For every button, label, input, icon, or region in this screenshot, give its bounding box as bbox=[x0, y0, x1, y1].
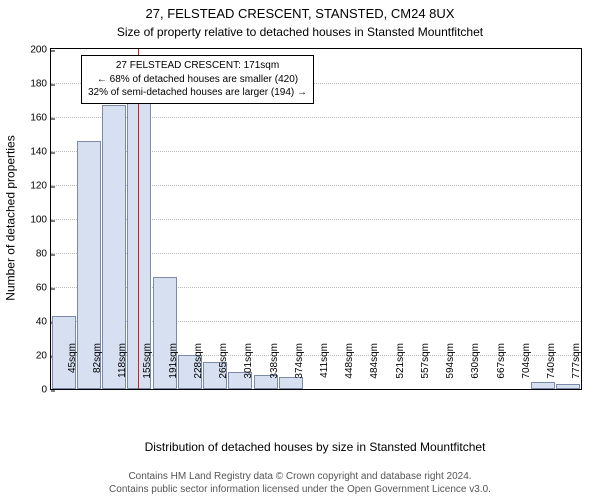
page-title: 27, FELSTEAD CRESCENT, STANSTED, CM24 8U… bbox=[0, 0, 600, 23]
x-tick-label: 594sqm bbox=[445, 343, 456, 393]
page-subtitle: Size of property relative to detached ho… bbox=[0, 23, 600, 39]
x-tick-label: 630sqm bbox=[470, 343, 481, 393]
footer-line-1: Contains HM Land Registry data © Crown c… bbox=[0, 471, 600, 484]
footer-line-2: Contains public sector information licen… bbox=[0, 484, 600, 497]
y-tick-label: 160 bbox=[30, 113, 51, 124]
y-tick-label: 120 bbox=[30, 181, 51, 192]
plot-area: 02040608010012014016018020045sqm82sqm118… bbox=[50, 48, 582, 390]
y-tick-label: 100 bbox=[30, 215, 51, 226]
x-tick-label: 667sqm bbox=[496, 343, 507, 393]
y-tick-label: 0 bbox=[41, 385, 51, 396]
y-tick-label: 200 bbox=[30, 45, 51, 56]
x-tick-label: 484sqm bbox=[369, 343, 380, 393]
figure: 27, FELSTEAD CRESCENT, STANSTED, CM24 8U… bbox=[0, 0, 600, 500]
annotation-line: 32% of semi-detached houses are larger (… bbox=[88, 86, 307, 100]
y-tick-label: 40 bbox=[36, 317, 51, 328]
annotation-box: 27 FELSTEAD CRESCENT: 171sqm← 68% of det… bbox=[81, 55, 314, 104]
x-tick-label: 448sqm bbox=[344, 343, 355, 393]
x-tick-label: 777sqm bbox=[571, 343, 582, 393]
y-tick-label: 80 bbox=[36, 249, 51, 260]
x-tick-label: 521sqm bbox=[395, 343, 406, 393]
x-tick-label: 374sqm bbox=[294, 343, 305, 393]
x-axis-label: Distribution of detached houses by size … bbox=[50, 440, 580, 454]
y-axis-label: Number of detached properties bbox=[4, 48, 18, 388]
annotation-line: ← 68% of detached houses are smaller (42… bbox=[88, 73, 307, 87]
footer: Contains HM Land Registry data © Crown c… bbox=[0, 471, 600, 496]
x-tick-label: 411sqm bbox=[319, 343, 330, 393]
x-tick-label: 557sqm bbox=[420, 343, 431, 393]
annotation-line: 27 FELSTEAD CRESCENT: 171sqm bbox=[88, 59, 307, 73]
y-tick-label: 60 bbox=[36, 283, 51, 294]
y-tick-label: 180 bbox=[30, 79, 51, 90]
y-tick-label: 20 bbox=[36, 351, 51, 362]
y-tick-label: 140 bbox=[30, 147, 51, 158]
y-axis-label-text: Number of detached properties bbox=[4, 135, 18, 300]
